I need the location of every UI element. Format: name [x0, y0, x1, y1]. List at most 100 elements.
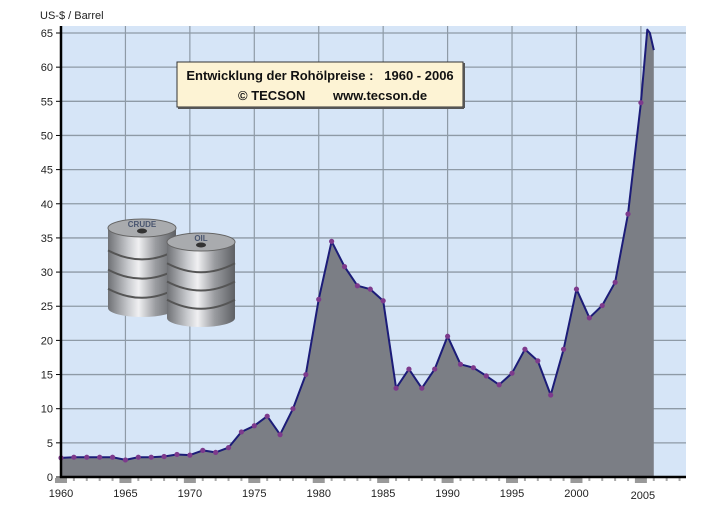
barrel-bung — [137, 228, 147, 234]
data-point — [444, 333, 451, 339]
barrel-ring — [166, 262, 236, 274]
x-minor-tick — [85, 478, 88, 481]
data-point — [380, 298, 386, 304]
data-point — [419, 385, 425, 391]
oil-barrels-image: CRUDE OIL — [107, 218, 236, 327]
x-minor-tick — [536, 478, 539, 481]
x-minor-tick — [665, 478, 668, 481]
barrel-ring — [166, 280, 236, 292]
x-minor-tick — [248, 478, 261, 483]
x-tick-label: 2000 — [564, 488, 588, 500]
y-tick-label: 30 — [41, 267, 53, 279]
data-point — [393, 385, 399, 391]
data-point — [406, 366, 412, 372]
x-tick-label: 1960 — [49, 488, 73, 500]
y-tick-label: 25 — [41, 301, 53, 313]
y-tick-label: 45 — [41, 165, 53, 177]
x-minor-tick — [214, 478, 217, 481]
x-minor-tick — [111, 478, 114, 481]
barrel-bottom — [167, 309, 235, 327]
x-minor-tick — [72, 478, 75, 481]
series — [58, 28, 655, 477]
barrel-body — [108, 228, 176, 308]
x-tick-label: 1995 — [500, 488, 524, 500]
x-minor-tick — [183, 478, 196, 483]
y-tick-label: 20 — [41, 335, 53, 347]
data-point — [148, 454, 154, 460]
data-point — [109, 454, 116, 460]
data-point — [548, 392, 554, 398]
x-minor-tick — [291, 478, 294, 481]
y-tick-label: 15 — [41, 370, 53, 382]
data-point — [354, 283, 360, 289]
data-point — [522, 346, 528, 352]
data-point — [612, 279, 618, 285]
y-axis-label: US-$ / Barrel — [40, 10, 104, 22]
x-minor-tick — [549, 478, 552, 481]
x-minor-tick — [472, 478, 475, 481]
x-tick-label: 1965 — [113, 488, 137, 500]
x-minor-tick — [343, 478, 346, 481]
chart-title: Entwicklung der Rohölpreise : 1960 - 200… — [186, 68, 453, 83]
data-point — [187, 452, 193, 458]
data-point — [470, 365, 476, 371]
data-point — [200, 447, 206, 453]
data-point — [251, 423, 257, 429]
y-tick-label: 10 — [41, 404, 53, 416]
x-minor-tick — [137, 478, 140, 481]
x-minor-tick — [266, 478, 269, 481]
x-minor-tick — [407, 478, 410, 481]
x-minor-tick — [433, 478, 436, 481]
price-area — [61, 29, 654, 477]
y-tick-label: 50 — [41, 130, 53, 142]
data-point — [225, 445, 232, 451]
data-point — [174, 451, 180, 458]
axes: 0 5 10 15 20 25 30 35 40 45 50 55 60 65 1960 1965 1970 19… — [41, 26, 686, 502]
data-point — [213, 449, 219, 456]
data-point — [625, 211, 631, 217]
x-tick-label: 1970 — [178, 488, 202, 500]
data-point — [573, 286, 580, 292]
x-tick-label: 2005 — [631, 490, 655, 502]
barrel-body — [167, 242, 235, 318]
x-minor-tick — [369, 478, 372, 481]
barrel-label: OIL — [194, 234, 207, 243]
y-tick-label: 0 — [47, 472, 53, 484]
x-minor-tick — [627, 478, 630, 481]
data-point — [84, 454, 90, 460]
chart-copyright: © TECSON — [238, 88, 305, 103]
data-point — [638, 100, 644, 106]
x-minor-tick — [441, 478, 454, 483]
data-point — [238, 429, 245, 435]
x-minor-tick — [240, 478, 243, 481]
data-point — [586, 315, 592, 321]
x-minor-tick — [523, 478, 526, 481]
x-minor-tick — [614, 478, 617, 481]
x-minor-tick — [652, 478, 655, 481]
y-tick-label: 5 — [47, 438, 53, 450]
y-tick-label: 60 — [41, 62, 53, 74]
x-minor-tick — [395, 478, 398, 481]
data-point — [329, 238, 335, 244]
barrel-ring — [166, 298, 236, 310]
x-tick-label: 1985 — [371, 488, 395, 500]
y-tick-label: 40 — [41, 199, 53, 211]
x-minor-tick — [562, 478, 565, 481]
x-minor-tick — [588, 478, 591, 481]
barrel-lid — [107, 218, 177, 238]
data-point — [97, 454, 103, 460]
x-minor-tick — [377, 478, 390, 483]
x-minor-tick — [678, 478, 681, 481]
x-minor-tick — [498, 478, 501, 481]
x-minor-tick — [312, 478, 325, 483]
x-tick-label: 1975 — [242, 488, 266, 500]
data-point — [341, 264, 348, 270]
data-point — [367, 286, 373, 292]
x-minor-tick — [201, 478, 204, 481]
x-tick-label: 1990 — [435, 488, 459, 500]
x-minor-tick — [55, 478, 67, 483]
data-point — [161, 453, 167, 460]
x-minor-tick — [570, 478, 583, 483]
data-point — [303, 371, 309, 378]
